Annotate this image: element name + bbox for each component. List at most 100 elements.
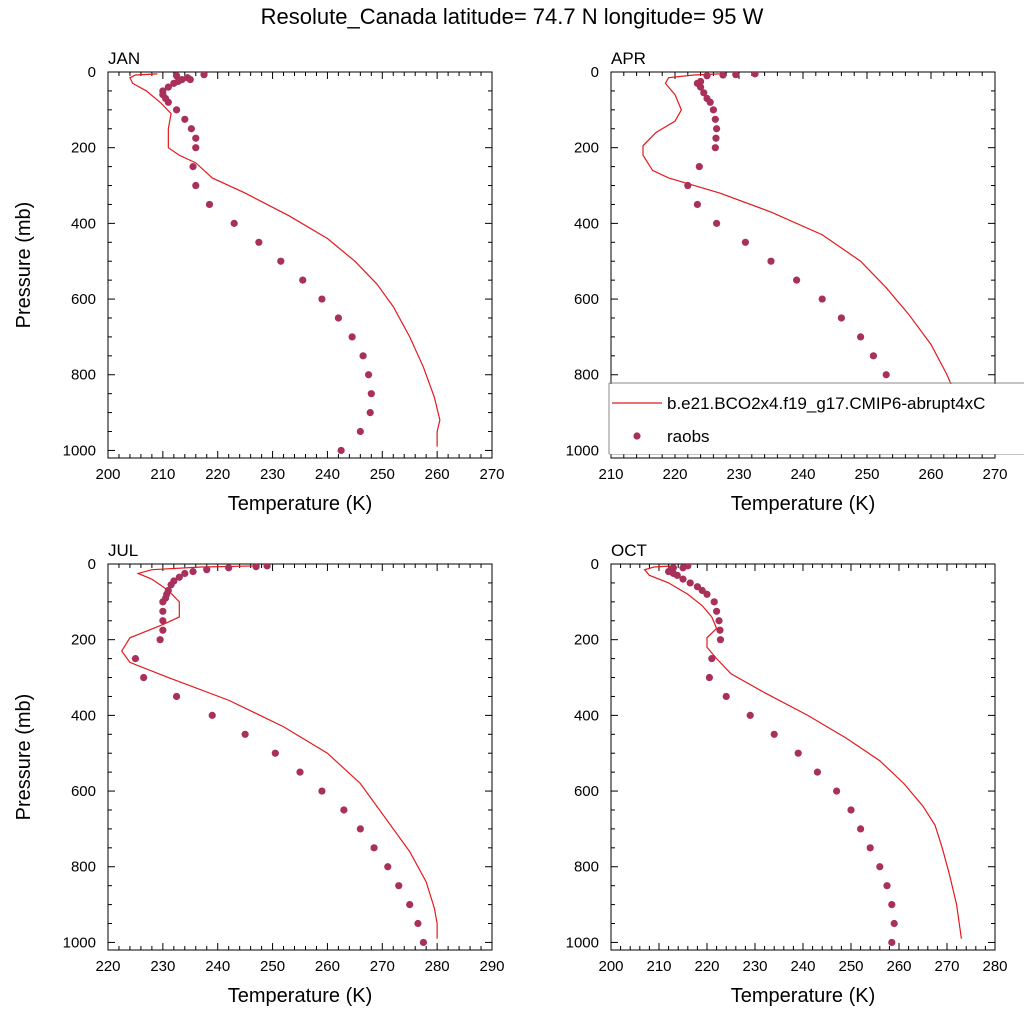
raobs-point xyxy=(888,900,896,909)
y-tick-label: 0 xyxy=(591,64,599,81)
y-tick-label: 400 xyxy=(574,215,599,232)
raobs-point xyxy=(686,579,694,587)
x-axis-label: Temperature (K) xyxy=(228,493,373,515)
raobs-point xyxy=(271,749,279,757)
raobs-point xyxy=(159,607,167,615)
raobs-point xyxy=(888,938,896,947)
y-tick-label: 1000 xyxy=(566,442,599,459)
y-tick-label: 400 xyxy=(71,215,96,232)
panel-label: JAN xyxy=(108,49,140,68)
raobs-point xyxy=(167,581,175,589)
raobs-point xyxy=(746,711,754,719)
raobs-point xyxy=(794,749,802,757)
raobs-point xyxy=(156,636,164,644)
y-tick-label: 800 xyxy=(71,859,96,876)
raobs-point xyxy=(703,590,711,598)
raobs-point xyxy=(716,626,724,634)
raobs-point xyxy=(770,730,778,738)
y-tick-label: 400 xyxy=(574,707,599,724)
x-tick-label: 250 xyxy=(838,958,863,975)
x-tick-label: 280 xyxy=(982,958,1007,975)
x-tick-label: 250 xyxy=(260,958,285,975)
raobs-point xyxy=(159,626,167,634)
raobs-point xyxy=(367,390,375,398)
y-tick-label: 200 xyxy=(574,632,599,649)
x-tick-label: 230 xyxy=(742,958,767,975)
y-tick-label: 0 xyxy=(88,556,96,573)
raobs-point xyxy=(883,882,891,890)
raobs-point xyxy=(187,125,195,133)
raobs-point xyxy=(793,276,801,284)
raobs-point xyxy=(255,238,263,246)
raobs-point xyxy=(205,200,214,209)
raobs-point xyxy=(175,573,183,581)
raobs-point xyxy=(876,863,884,871)
raobs-point xyxy=(406,900,414,909)
x-axis-label: Temperature (K) xyxy=(731,985,876,1007)
raobs-point xyxy=(299,276,307,284)
raobs-point xyxy=(869,352,878,360)
x-tick-label: 260 xyxy=(315,958,340,975)
raobs-point xyxy=(890,919,898,928)
series-group xyxy=(129,72,441,455)
raobs-point xyxy=(713,607,721,615)
raobs-point xyxy=(866,844,874,852)
y-tick-label: 400 xyxy=(71,707,96,724)
x-tick-label: 270 xyxy=(982,466,1007,483)
raobs-point xyxy=(713,125,721,133)
x-tick-label: 260 xyxy=(886,958,911,975)
y-tick-label: 1000 xyxy=(566,934,599,951)
raobs-point xyxy=(414,919,422,928)
series-group xyxy=(120,564,438,947)
y-axis-label: Pressure (mb) xyxy=(13,694,35,821)
raobs-point xyxy=(230,219,238,227)
raobs-point xyxy=(164,83,172,91)
x-tick-label: 240 xyxy=(790,958,815,975)
model-profile-line xyxy=(120,565,438,939)
x-tick-label: 230 xyxy=(260,466,285,483)
x-tick-label: 240 xyxy=(315,466,340,483)
x-tick-label: 240 xyxy=(205,958,230,975)
raobs-point xyxy=(318,295,326,303)
raobs-point xyxy=(695,163,703,171)
y-axis-label: Pressure (mb) xyxy=(13,202,35,329)
x-tick-label: 200 xyxy=(598,958,623,975)
raobs-point xyxy=(711,144,719,152)
raobs-point xyxy=(711,115,719,123)
raobs-point xyxy=(684,181,692,190)
panel-label: APR xyxy=(611,49,646,68)
raobs-point xyxy=(857,333,865,341)
raobs-point xyxy=(751,72,759,78)
raobs-point xyxy=(348,333,356,341)
raobs-point xyxy=(847,806,855,814)
raobs-point xyxy=(857,825,865,833)
raobs-point xyxy=(252,564,260,571)
y-tick-label: 200 xyxy=(71,140,96,157)
series-group xyxy=(643,564,962,947)
raobs-point xyxy=(384,863,392,871)
raobs-point xyxy=(395,882,403,890)
x-tick-label: 220 xyxy=(662,466,687,483)
raobs-point xyxy=(712,134,720,142)
raobs-point xyxy=(741,238,750,246)
raobs-point xyxy=(337,446,345,455)
raobs-point xyxy=(710,598,718,606)
raobs-point xyxy=(356,427,364,436)
raobs-point xyxy=(364,371,373,379)
y-tick-label: 800 xyxy=(71,367,96,384)
raobs-point xyxy=(813,768,822,776)
raobs-point xyxy=(679,564,687,572)
raobs-point xyxy=(693,200,702,209)
y-tick-label: 800 xyxy=(574,367,599,384)
raobs-point xyxy=(189,567,197,576)
legend-background xyxy=(610,384,1024,454)
raobs-point xyxy=(192,134,200,142)
x-tick-label: 200 xyxy=(95,466,120,483)
y-tick-label: 600 xyxy=(574,783,599,800)
raobs-point xyxy=(700,89,708,97)
raobs-point xyxy=(277,257,285,265)
y-tick-label: 200 xyxy=(71,632,96,649)
raobs-point xyxy=(356,825,364,833)
raobs-point xyxy=(818,295,826,303)
